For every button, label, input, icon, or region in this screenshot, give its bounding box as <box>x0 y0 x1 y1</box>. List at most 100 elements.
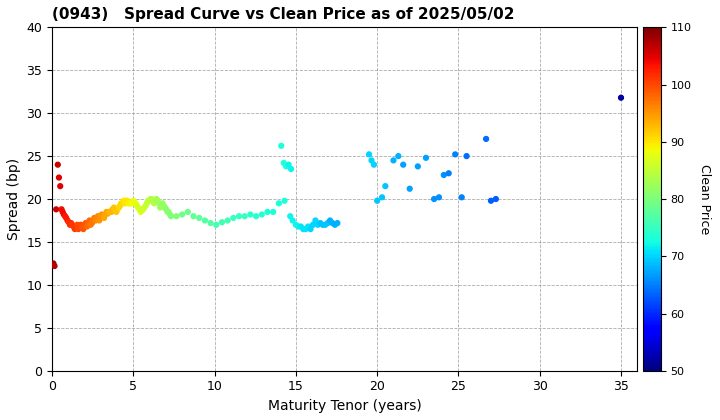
Point <box>157 200 168 207</box>
Point <box>108 204 120 211</box>
Point <box>387 157 399 164</box>
Point <box>62 217 73 224</box>
Point <box>129 200 140 207</box>
Point <box>210 221 222 228</box>
Point <box>176 211 188 218</box>
Point <box>134 206 145 213</box>
Point <box>140 202 151 209</box>
Point <box>113 204 125 211</box>
Point <box>79 221 91 228</box>
Point <box>233 213 245 220</box>
Point <box>69 226 81 232</box>
Point <box>78 226 89 232</box>
Point <box>433 194 445 201</box>
Point <box>153 200 165 207</box>
Point <box>329 221 341 228</box>
Point <box>312 221 323 228</box>
Point <box>161 206 172 213</box>
Point <box>49 262 60 269</box>
Point <box>89 215 100 221</box>
Point <box>96 211 107 218</box>
Point <box>68 223 79 230</box>
Point <box>138 206 149 213</box>
Point <box>332 220 343 226</box>
Point <box>392 153 404 160</box>
Point <box>616 94 627 101</box>
Point <box>267 209 279 215</box>
Point <box>81 223 93 230</box>
Point <box>126 200 138 207</box>
Point <box>315 220 326 226</box>
Point <box>228 215 239 221</box>
Point <box>148 200 160 207</box>
Point <box>456 194 467 201</box>
Point <box>55 183 66 189</box>
Point <box>122 197 133 204</box>
Point <box>143 197 154 204</box>
Point <box>171 213 182 220</box>
Point <box>285 165 297 172</box>
Point <box>283 161 294 168</box>
Point <box>287 217 298 224</box>
Point <box>143 197 155 204</box>
Point <box>222 217 233 224</box>
Point <box>152 197 163 204</box>
Point <box>138 204 150 211</box>
Point <box>290 221 302 228</box>
Point <box>404 185 415 192</box>
Point <box>60 215 72 221</box>
Point <box>420 155 432 161</box>
Point <box>52 161 63 168</box>
Point <box>292 223 304 230</box>
Point <box>55 206 67 213</box>
Point <box>327 220 338 226</box>
Point <box>124 200 135 207</box>
Point <box>104 209 116 215</box>
Point <box>204 220 216 226</box>
Point <box>90 217 102 224</box>
Point <box>91 215 102 221</box>
Point <box>297 226 309 232</box>
Point <box>114 202 125 209</box>
Point <box>279 197 290 204</box>
Point <box>188 213 199 220</box>
Point <box>158 202 169 209</box>
Point <box>145 196 156 202</box>
Point <box>82 221 94 228</box>
Point <box>278 160 289 166</box>
Point <box>150 197 161 204</box>
Point <box>295 223 307 230</box>
Point <box>115 200 127 207</box>
Point <box>84 217 95 224</box>
Point <box>122 200 134 207</box>
Point <box>71 223 82 230</box>
Point <box>135 209 146 215</box>
Point <box>273 200 284 207</box>
Point <box>102 210 114 217</box>
Point <box>131 202 143 209</box>
Point <box>239 213 251 220</box>
Point <box>127 197 139 204</box>
Point <box>251 213 262 220</box>
Y-axis label: Clean Price: Clean Price <box>698 164 711 234</box>
Point <box>63 219 74 226</box>
Point <box>120 197 132 204</box>
Point <box>322 220 333 226</box>
Point <box>317 221 328 228</box>
Point <box>320 221 331 228</box>
Point <box>80 220 91 226</box>
Point <box>162 209 174 215</box>
Point <box>99 211 111 218</box>
Point <box>132 204 144 211</box>
Point <box>117 200 128 207</box>
Point <box>443 170 454 177</box>
Point <box>159 204 171 211</box>
Point <box>366 157 377 164</box>
Point <box>182 209 194 215</box>
Point <box>147 197 158 204</box>
Point <box>73 226 84 232</box>
Point <box>261 209 273 215</box>
Point <box>111 209 122 215</box>
Point <box>118 197 130 204</box>
Point <box>50 206 62 213</box>
